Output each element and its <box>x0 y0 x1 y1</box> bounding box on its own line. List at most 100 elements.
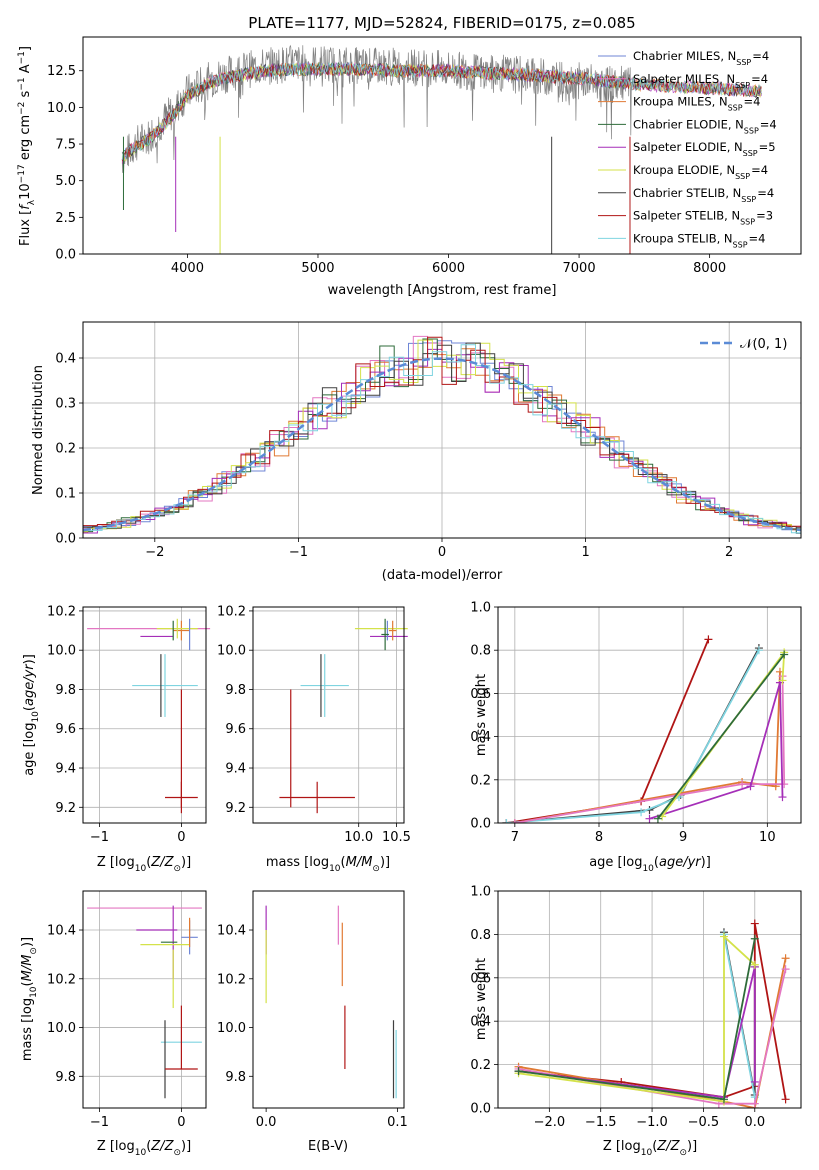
legend-nssp-value: =4 <box>757 186 774 200</box>
legend-entry: 𝒩(0, 1) <box>740 337 787 352</box>
legend-name: Salpeter STELIB <box>633 209 724 223</box>
legend-name: Salpeter ELODIE <box>633 140 727 154</box>
axes-frame <box>497 606 802 824</box>
y-axis-label-part: age/yr <box>22 663 37 706</box>
x-axis-label-part: Z [log <box>97 1139 135 1154</box>
x-tick-label: −1 <box>90 830 109 845</box>
y-tick-label: 0.6 <box>470 971 491 986</box>
y-tick-label: 7.5 <box>55 138 76 153</box>
mass-weight-marker <box>778 676 787 685</box>
legend-entry: Chabrier ELODIE, NSSP=4 <box>633 117 777 135</box>
error-bars <box>87 905 202 1099</box>
x-tick-label: 1 <box>581 545 589 560</box>
axes-frame <box>82 321 802 539</box>
legend-name: Chabrier MILES <box>633 49 720 63</box>
mass-weight-line-5 <box>518 966 756 1099</box>
mass-weight-line-5 <box>649 682 784 820</box>
x-tick-label: −2.0 <box>534 1115 566 1130</box>
axes-frame <box>82 606 207 824</box>
mass-weight-marker <box>781 954 790 963</box>
legend-name: Kroupa ELODIE <box>633 163 719 177</box>
x-tick-label: 10.0 <box>344 830 373 845</box>
y-axis-label-part: −1 <box>17 51 27 64</box>
y-tick-label: 1.0 <box>470 601 491 616</box>
y-tick-label: 9.8 <box>225 683 246 698</box>
x-tick-label: 4000 <box>171 261 204 276</box>
x-axis-label: E(B-V) <box>308 1139 348 1154</box>
y-axis-label-part: M/M <box>20 955 35 982</box>
chart-title: PLATE=1177, MJD=52824, FIBERID=0175, z=0… <box>248 14 635 32</box>
y-tick-label: 0.8 <box>470 928 491 943</box>
mass-weight-marker <box>754 646 763 655</box>
mass-weight-marker <box>653 814 662 823</box>
y-axis-label-part: 10 <box>31 711 41 723</box>
mass-weight-marker <box>750 960 759 969</box>
y-tick-label: 0.0 <box>55 532 76 547</box>
mass-weight-marker <box>780 650 789 659</box>
mass-weight-marker <box>750 919 759 928</box>
y-tick-label: 0.4 <box>55 352 76 367</box>
legend-nssp-value: =4 <box>751 72 768 86</box>
legend-nssp-label: , N <box>720 49 736 63</box>
mass-weight-lines <box>514 919 790 1108</box>
y-tick-label: 10.0 <box>47 101 76 116</box>
legend-name: Salpeter MILES <box>633 72 719 86</box>
y-axis-label: mass [log10(M/M⊙)] <box>20 937 39 1061</box>
y-tick-label: 10.2 <box>47 604 76 619</box>
y-tick-label: 1.0 <box>470 885 491 900</box>
y-tick-label: 10.0 <box>47 644 76 659</box>
mass-weight-marker <box>514 1067 523 1076</box>
y-tick-label: 10.0 <box>47 1021 76 1036</box>
x-tick-label: 5000 <box>301 261 334 276</box>
y-tick-label: 0.4 <box>470 730 491 745</box>
x-tick-label: 0 <box>177 830 185 845</box>
y-axis-label-part: s <box>18 90 33 101</box>
histogram-plot <box>83 335 801 534</box>
x-axis-label-part: Z/Z <box>656 1139 680 1154</box>
y-tick-label: 9.4 <box>225 762 246 777</box>
x-axis-label: wavelength [Angstrom, rest frame] <box>328 283 557 298</box>
y-tick-label: 10.4 <box>47 924 76 939</box>
y-tick-label: 9.2 <box>225 801 246 816</box>
x-tick-label: 7 <box>511 830 519 845</box>
y-axis-label-part: ( <box>22 706 37 711</box>
y-tick-label: 10.4 <box>217 924 246 939</box>
legend-nssp-value: =4 <box>760 117 777 131</box>
x-axis-label-part: 10 <box>135 1148 147 1158</box>
normal-reference-curve <box>83 357 801 532</box>
x-axis-label: (data-model)/error <box>382 568 503 583</box>
y-tick-label: 0.0 <box>55 248 76 263</box>
legend-nssp-label: , N <box>728 117 744 131</box>
y-tick-label: 12.5 <box>47 64 76 79</box>
y-axis-label-part: )] <box>22 654 37 664</box>
x-tick-label: −1.5 <box>585 1115 617 1130</box>
x-axis-label-part: )] <box>181 855 191 870</box>
x-axis-label-part: Z/Z <box>150 855 174 870</box>
x-axis-label-part: Z/Z <box>150 1139 174 1154</box>
legend-nssp-sub: SSP <box>743 149 758 158</box>
mass-weight-marker <box>746 782 755 791</box>
y-axis-label-part: ⊙ <box>29 947 39 955</box>
axes-frame <box>497 890 802 1109</box>
y-axis-label: Normed distribution <box>31 365 46 495</box>
x-tick-label: 0 <box>438 545 446 560</box>
y-axis-label-part: −17 <box>17 164 27 183</box>
y-tick-label: 0.3 <box>55 397 76 412</box>
model-spectrum-7 <box>121 62 762 162</box>
x-axis-label-part: ( <box>146 855 151 870</box>
mass-weight-marker <box>502 819 511 823</box>
observed-spectrum <box>121 44 632 174</box>
legend-nssp-value: =4 <box>752 49 769 63</box>
mass-weight-marker <box>781 965 790 974</box>
legend-nssp-label: , N <box>719 72 735 86</box>
legend-nssp-value: =4 <box>744 95 761 109</box>
legend-nssp-value: =5 <box>759 140 776 154</box>
residual-histogram-6 <box>83 342 801 530</box>
legend-nssp-sub: SSP <box>735 80 750 89</box>
y-tick-label: 9.8 <box>225 1070 246 1085</box>
y-tick-label: 9.6 <box>55 722 76 737</box>
x-axis-label-part: Z [log <box>97 855 135 870</box>
y-axis-label-part: 10 <box>29 986 39 998</box>
legend-nssp-sub: SSP <box>733 240 748 249</box>
legend-entry: Chabrier MILES, NSSP=4 <box>633 49 769 67</box>
